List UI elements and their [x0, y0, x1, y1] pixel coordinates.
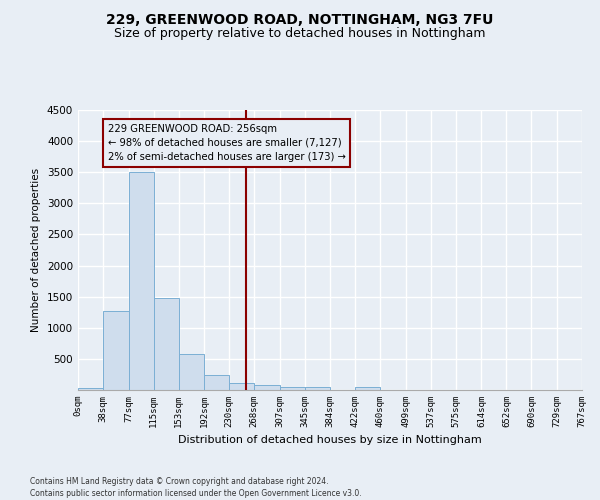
Y-axis label: Number of detached properties: Number of detached properties: [31, 168, 41, 332]
Bar: [305, 387, 331, 390]
Text: Size of property relative to detached houses in Nottingham: Size of property relative to detached ho…: [114, 28, 486, 40]
Bar: [355, 387, 380, 390]
Bar: [103, 311, 128, 390]
Bar: [204, 376, 229, 390]
Bar: [78, 388, 103, 390]
Bar: [229, 383, 254, 390]
Text: Contains HM Land Registry data © Crown copyright and database right 2024.
Contai: Contains HM Land Registry data © Crown c…: [30, 476, 362, 498]
Bar: [128, 172, 154, 390]
Text: 229 GREENWOOD ROAD: 256sqm
← 98% of detached houses are smaller (7,127)
2% of se: 229 GREENWOOD ROAD: 256sqm ← 98% of deta…: [107, 124, 346, 162]
Bar: [154, 298, 179, 390]
Bar: [280, 387, 305, 390]
Bar: [254, 385, 280, 390]
Bar: [179, 354, 204, 390]
Text: 229, GREENWOOD ROAD, NOTTINGHAM, NG3 7FU: 229, GREENWOOD ROAD, NOTTINGHAM, NG3 7FU: [106, 12, 494, 26]
X-axis label: Distribution of detached houses by size in Nottingham: Distribution of detached houses by size …: [178, 436, 482, 446]
